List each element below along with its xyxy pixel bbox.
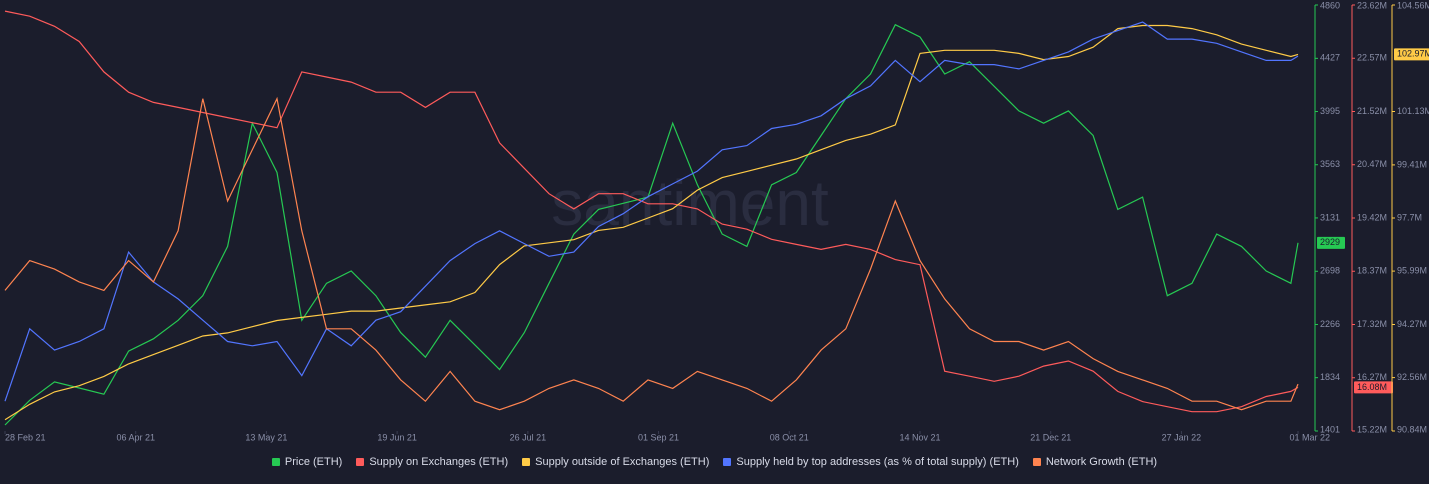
- watermark: santiment: [551, 167, 829, 239]
- y-tick-label: 1834: [1320, 372, 1340, 382]
- y-tick-label: 15.22M: [1357, 424, 1387, 434]
- y-tick-label: 17.32M: [1357, 319, 1387, 329]
- y-tick-label: 101.13M: [1397, 106, 1429, 116]
- x-tick-label: 27 Jan 22: [1162, 432, 1202, 442]
- legend-label: Supply on Exchanges (ETH): [369, 456, 509, 468]
- x-tick-label: 28 Feb 21: [5, 432, 46, 442]
- y-tick-label: 4427: [1320, 53, 1340, 63]
- series-line: [4, 21, 1299, 402]
- x-tick-label: 26 Jul 21: [510, 432, 547, 442]
- x-tick-label: 21 Dec 21: [1030, 432, 1071, 442]
- x-tick-label: 14 Nov 21: [899, 432, 940, 442]
- legend-label: Network Growth (ETH): [1045, 456, 1158, 468]
- legend-swatch: [356, 458, 365, 466]
- legend-swatch: [1032, 458, 1041, 466]
- last-value-label: 16.08M: [1357, 382, 1387, 392]
- y-tick-label: 92.56M: [1397, 372, 1427, 382]
- y-tick-label: 97.7M: [1397, 212, 1422, 222]
- last-value-label: 2929: [1320, 237, 1340, 247]
- legend-item[interactable]: Network Growth (ETH): [1032, 456, 1158, 468]
- legend-swatch: [522, 458, 531, 466]
- legend-label: Price (ETH): [284, 456, 343, 468]
- y-tick-label: 104.56M: [1397, 0, 1429, 10]
- legend-item[interactable]: Supply on Exchanges (ETH): [356, 456, 508, 468]
- legend-item[interactable]: Price (ETH): [271, 456, 343, 468]
- y-tick-label: 16.27M: [1357, 372, 1387, 382]
- legend-label: Supply held by top addresses (as % of to…: [736, 456, 1019, 468]
- x-tick-label: 01 Sep 21: [638, 432, 679, 442]
- y-tick-label: 3995: [1320, 106, 1340, 116]
- chart: santiment 28 Feb 21 06 Apr 21 13 May 21 19 …: [4, 0, 1429, 442]
- y-tick-label: 3131: [1320, 212, 1340, 222]
- series-line: [4, 10, 1299, 413]
- y-tick-label: 94.27M: [1397, 319, 1427, 329]
- y-tick-label: 3563: [1320, 159, 1340, 169]
- legend-item[interactable]: Supply outside of Exchanges (ETH): [522, 456, 709, 468]
- series-line: [4, 96, 1299, 411]
- y-tick-label: 19.42M: [1357, 212, 1387, 222]
- last-value-badge: [1354, 381, 1393, 394]
- y-tick-label: 99.41M: [1397, 159, 1427, 169]
- legend-item[interactable]: Supply held by top addresses (as % of to…: [723, 456, 1019, 468]
- y-tick-label: 22.57M: [1357, 53, 1387, 63]
- series-line: [4, 23, 1299, 426]
- series-line: [4, 24, 1299, 421]
- x-tick-label: 19 Jun 21: [377, 432, 417, 442]
- last-value-badge: [1394, 48, 1429, 61]
- legend: Price (ETH) Supply on Exchanges (ETH) Supp…: [0, 456, 1429, 468]
- y-tick-label: 1401: [1320, 424, 1340, 434]
- last-value-badge: [1317, 236, 1345, 249]
- y-tick-label: 18.37M: [1357, 266, 1387, 276]
- y-tick-label: 23.62M: [1357, 0, 1387, 10]
- x-tick-label: 06 Apr 21: [116, 432, 155, 442]
- x-tick-label: 08 Oct 21: [770, 432, 809, 442]
- y-tick-label: 20.47M: [1357, 159, 1387, 169]
- legend-swatch: [271, 458, 280, 466]
- legend-label: Supply outside of Exchanges (ETH): [535, 456, 710, 468]
- y-tick-label: 2698: [1320, 266, 1340, 276]
- y-tick-label: 2266: [1320, 319, 1340, 329]
- y-tick-label: 95.99M: [1397, 265, 1427, 275]
- legend-swatch: [723, 458, 732, 466]
- last-value-label: 102.97M: [1397, 49, 1429, 59]
- x-tick-label: 01 Mar 22: [1289, 432, 1330, 442]
- x-tick-label: 13 May 21: [245, 432, 287, 442]
- y-tick-label: 21.52M: [1357, 106, 1387, 116]
- y-tick-label: 4860: [1320, 0, 1340, 10]
- y-tick-label: 90.84M: [1397, 424, 1427, 434]
